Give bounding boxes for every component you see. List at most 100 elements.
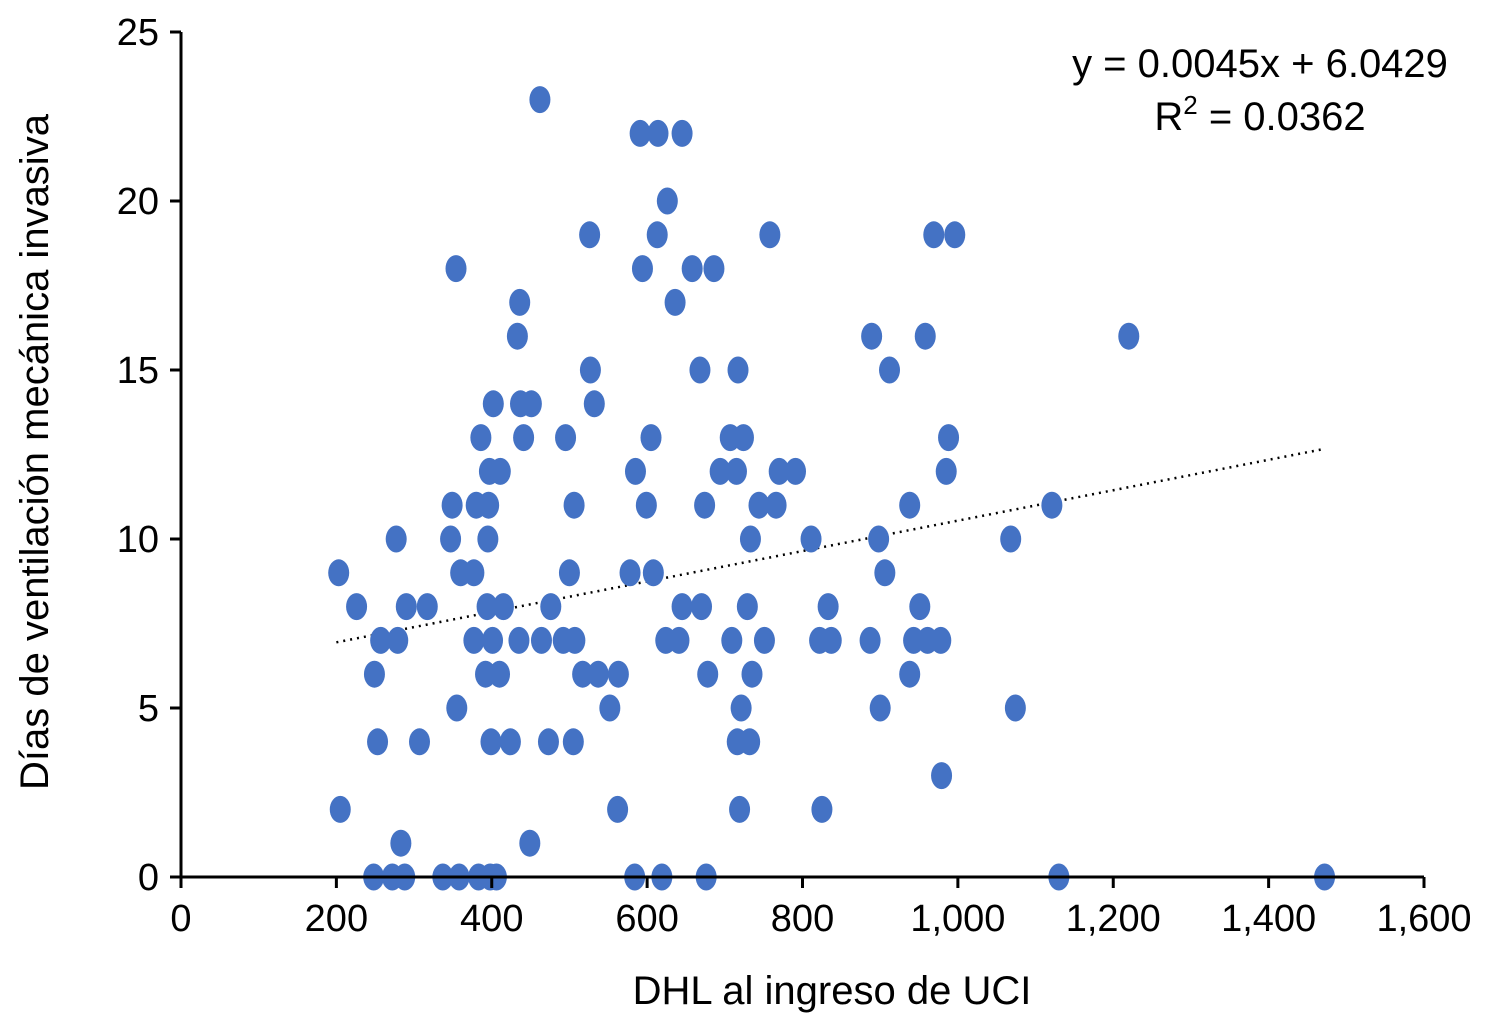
data-point — [646, 221, 668, 249]
data-point — [555, 424, 577, 452]
data-point — [558, 559, 580, 587]
data-point — [563, 491, 585, 519]
data-point — [923, 221, 945, 249]
data-point — [629, 119, 651, 147]
x-tick-label: 0 — [170, 898, 191, 940]
x-tick-label: 400 — [460, 898, 523, 940]
data-point — [476, 593, 498, 621]
data-point — [387, 626, 409, 654]
data-point — [811, 795, 833, 823]
data-point — [499, 728, 521, 756]
data-point — [817, 593, 839, 621]
data-point — [478, 491, 500, 519]
data-point — [370, 626, 392, 654]
x-axis-title: DHL al ingreso de UCI — [633, 969, 1032, 1013]
data-point — [367, 728, 389, 756]
data-point — [480, 728, 502, 756]
data-point — [619, 559, 641, 587]
data-point — [671, 119, 693, 147]
data-point — [691, 593, 713, 621]
data-point — [1000, 525, 1022, 553]
data-point — [492, 593, 514, 621]
data-point — [329, 795, 351, 823]
data-point — [385, 525, 407, 553]
data-point — [395, 593, 417, 621]
data-point — [1118, 322, 1140, 350]
data-point — [859, 626, 881, 654]
data-point — [635, 491, 657, 519]
trendline-equation: y = 0.0045x + 6.0429 — [1072, 42, 1448, 86]
data-point — [681, 255, 703, 283]
data-point — [509, 288, 531, 316]
data-point — [647, 119, 669, 147]
data-point — [935, 457, 957, 485]
data-point — [579, 221, 601, 249]
data-point — [709, 457, 731, 485]
data-point — [508, 626, 530, 654]
data-point — [753, 626, 775, 654]
data-point — [477, 525, 499, 553]
data-point — [899, 660, 921, 688]
data-point — [463, 559, 485, 587]
y-axis-title: Días de ventilación mecánica invasiva — [13, 113, 57, 790]
data-point — [540, 593, 562, 621]
data-point — [631, 255, 653, 283]
data-point — [529, 86, 551, 114]
data-point — [440, 525, 462, 553]
data-point — [741, 660, 763, 688]
data-point — [703, 255, 725, 283]
data-point — [664, 288, 686, 316]
data-point — [694, 491, 716, 519]
data-point — [869, 694, 891, 722]
data-point — [463, 626, 485, 654]
r-squared-prefix: R — [1154, 95, 1183, 139]
r-squared-value: = 0.0362 — [1198, 95, 1366, 139]
data-point — [445, 255, 467, 283]
data-point — [944, 221, 966, 249]
data-point — [730, 694, 752, 722]
data-point — [909, 593, 931, 621]
y-tick-label: 25 — [117, 12, 159, 54]
data-point — [446, 694, 468, 722]
data-point — [640, 424, 662, 452]
x-tick-label: 800 — [771, 898, 834, 940]
x-tick-label: 1,400 — [1221, 898, 1316, 940]
data-point — [931, 762, 953, 790]
data-point — [624, 457, 646, 485]
data-point — [506, 322, 528, 350]
data-point — [739, 525, 761, 553]
data-point — [930, 626, 952, 654]
data-point — [583, 390, 605, 418]
data-point — [599, 694, 621, 722]
data-point — [513, 424, 535, 452]
data-point — [482, 390, 504, 418]
r-squared-exponent: 2 — [1183, 90, 1197, 120]
data-point — [725, 457, 747, 485]
data-point — [914, 322, 936, 350]
data-point — [721, 626, 743, 654]
data-point — [1041, 491, 1063, 519]
data-point — [520, 390, 542, 418]
data-point — [363, 660, 385, 688]
data-point — [689, 356, 711, 384]
data-point — [489, 457, 511, 485]
data-point — [564, 626, 586, 654]
data-point — [482, 626, 504, 654]
y-tick-label: 15 — [117, 350, 159, 392]
y-tick-label: 10 — [117, 519, 159, 561]
data-point — [537, 728, 559, 756]
data-point — [938, 424, 960, 452]
data-point — [732, 424, 754, 452]
data-point — [572, 660, 594, 688]
data-point — [416, 593, 438, 621]
data-point — [800, 525, 822, 553]
data-point — [736, 593, 758, 621]
data-point — [785, 457, 807, 485]
data-point — [759, 221, 781, 249]
data-point — [642, 559, 664, 587]
data-point — [346, 593, 368, 621]
x-tick-label: 1,200 — [1066, 898, 1161, 940]
data-point — [328, 559, 350, 587]
x-tick-label: 200 — [305, 898, 368, 940]
x-tick-label: 600 — [615, 898, 678, 940]
